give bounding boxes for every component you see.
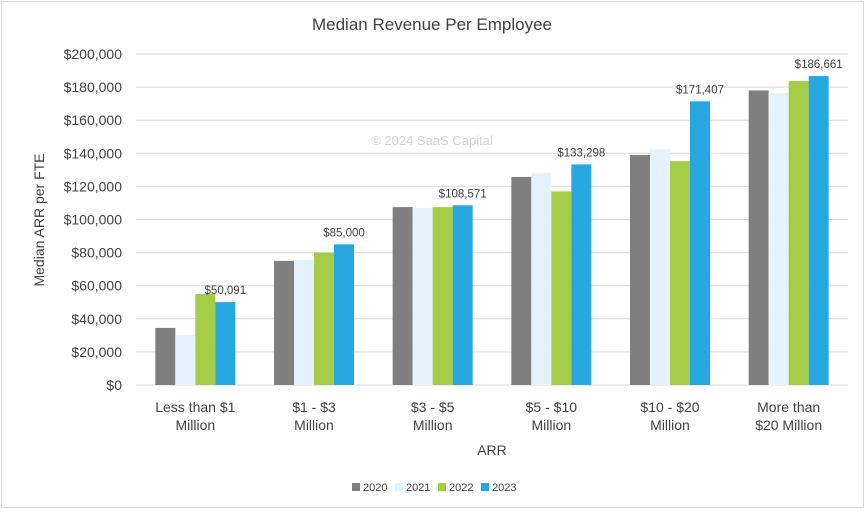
legend-swatch-2022 — [438, 483, 446, 491]
legend-swatch-2021 — [395, 483, 403, 491]
bar-2020 — [748, 90, 769, 385]
x-tick-label: $1 - $3 — [292, 399, 336, 415]
x-tick-label: Million — [175, 417, 215, 433]
x-tick-label: $20 Million — [755, 417, 822, 433]
bar-2021 — [531, 173, 552, 385]
bar-2022 — [551, 191, 572, 385]
chart-title: Median Revenue Per Employee — [312, 15, 552, 34]
y-tick-label: $40,000 — [71, 311, 122, 327]
y-tick-label: $120,000 — [64, 178, 123, 194]
x-tick-label: More than — [757, 399, 820, 415]
legend-swatch-2020 — [352, 483, 360, 491]
y-axis-title: Median ARR per FTE — [31, 153, 47, 286]
bar-2020 — [392, 207, 413, 385]
bar-2020 — [274, 260, 294, 385]
y-tick-label: $140,000 — [64, 145, 123, 161]
x-tick-label: $3 - $5 — [411, 399, 455, 415]
bar-2020 — [155, 327, 176, 385]
data-label: $186,661 — [795, 59, 843, 71]
watermark: © 2024 SaaS Capital — [371, 133, 493, 148]
bar-2023 — [452, 205, 473, 385]
bar-2021 — [175, 335, 196, 385]
bar-2022 — [314, 252, 334, 385]
data-label: $108,571 — [439, 188, 487, 200]
bar-2023 — [215, 302, 236, 385]
x-tick-label: Million — [531, 417, 571, 433]
x-tick-label: Million — [650, 417, 690, 433]
bar-2020 — [630, 154, 650, 385]
data-label: $85,000 — [323, 227, 365, 239]
bar-2022 — [195, 293, 216, 385]
legend-label: 2023 — [492, 482, 516, 494]
bar-2023 — [334, 244, 354, 385]
bar-2022 — [670, 161, 690, 385]
legend-label: 2022 — [449, 482, 473, 494]
bar-2023 — [808, 76, 829, 385]
data-label: $133,298 — [557, 147, 605, 159]
legend-label: 2020 — [363, 482, 387, 494]
y-tick-label: $180,000 — [64, 79, 123, 95]
legend-swatch-2023 — [481, 483, 489, 491]
y-tick-label: $60,000 — [71, 278, 122, 294]
bar-2022 — [432, 207, 453, 385]
bar-2021 — [294, 260, 314, 385]
bar-2020 — [511, 176, 532, 385]
bar-2021 — [650, 148, 670, 385]
y-tick-label: $80,000 — [71, 245, 122, 261]
y-tick-label: $200,000 — [64, 46, 123, 62]
bar-2022 — [788, 80, 809, 385]
x-tick-label: Million — [413, 417, 453, 433]
x-tick-label: Million — [294, 417, 334, 433]
x-tick-label: Less than $1 — [155, 399, 235, 415]
x-axis-title: ARR — [477, 442, 507, 458]
y-tick-label: $100,000 — [64, 212, 123, 228]
bar-2023 — [690, 101, 710, 386]
data-label: $50,091 — [205, 285, 247, 297]
y-tick-label: $160,000 — [64, 112, 123, 128]
bar-2023 — [571, 164, 592, 385]
bar-2021 — [412, 207, 433, 385]
y-tick-label: $20,000 — [71, 344, 122, 360]
x-tick-label: $5 - $10 — [526, 399, 578, 415]
bar-2021 — [768, 93, 789, 386]
y-tick-label: $0 — [106, 377, 122, 393]
legend-label: 2021 — [406, 482, 430, 494]
x-tick-label: $10 - $20 — [640, 399, 699, 415]
data-label: $171,407 — [676, 84, 724, 96]
